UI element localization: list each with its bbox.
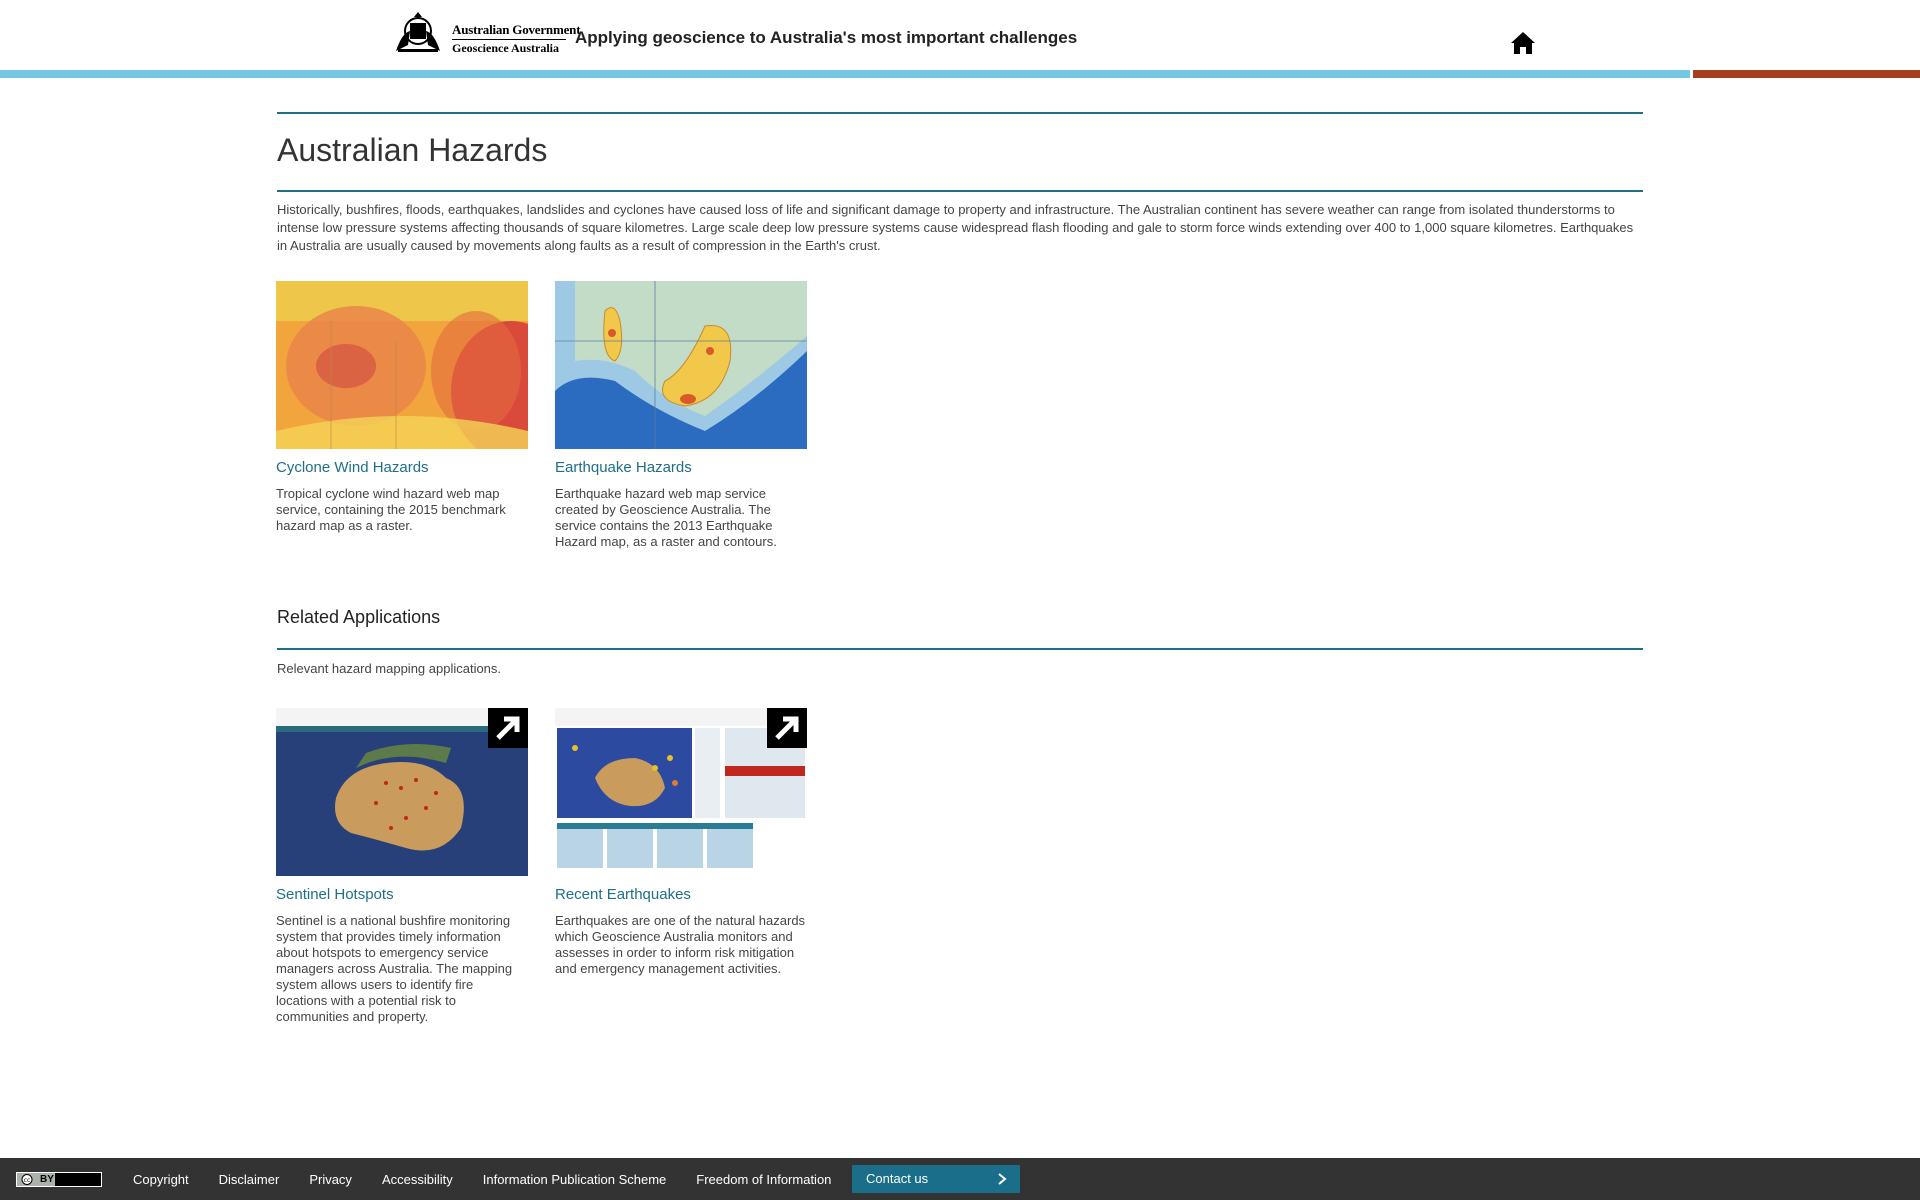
app-card-sentinel: Sentinel Hotspots Sentinel is a national…	[276, 708, 528, 1025]
related-rule	[277, 648, 1643, 650]
home-icon[interactable]	[1510, 30, 1536, 56]
earthquake-hazards-link[interactable]: Earthquake Hazards	[555, 459, 692, 476]
footer-link-ips[interactable]: Information Publication Scheme	[482, 1171, 667, 1187]
recent-earthquakes-thumbnail[interactable]	[555, 708, 807, 876]
cyclone-wind-hazards-link[interactable]: Cyclone Wind Hazards	[276, 459, 429, 476]
external-link-icon	[767, 708, 807, 748]
footer-link-foi[interactable]: Freedom of Information	[696, 1171, 832, 1187]
sentinel-hotspots-link[interactable]: Sentinel Hotspots	[276, 886, 394, 903]
related-applications-title: Related Applications	[277, 607, 441, 627]
header-stripe-rust	[1693, 70, 1920, 78]
external-link-icon	[488, 708, 528, 748]
license-label: BY	[40, 1174, 54, 1185]
gov-line1: Australian Government	[452, 22, 581, 37]
site-tagline: Applying geoscience to Australia's most …	[575, 28, 1078, 47]
title-rule-top	[277, 112, 1643, 114]
sentinel-description: Sentinel is a national bushfire monitori…	[276, 913, 513, 1024]
footer-link-copyright[interactable]: Copyright	[133, 1171, 189, 1187]
footer-link-accessibility[interactable]: Accessibility	[381, 1171, 453, 1187]
hazard-card-cyclone: Cyclone Wind Hazards Tropical cyclone wi…	[276, 281, 528, 534]
site-footer: BY cc Copyright Disclaimer Privacy Acces…	[0, 1158, 1920, 1200]
sentinel-hotspots-thumbnail[interactable]	[276, 708, 528, 876]
header-stripe-blue	[0, 70, 1690, 78]
site-header: Australian Government Geoscience Austral…	[0, 0, 1920, 70]
title-rule-bottom	[277, 190, 1643, 192]
page-title: Australian Hazards	[277, 132, 548, 168]
footer-links: Copyright Disclaimer Privacy Accessibili…	[133, 1158, 861, 1200]
intro-text: Historically, bushfires, floods, earthqu…	[277, 202, 1634, 253]
earthquake-map-thumbnail[interactable]	[555, 281, 807, 449]
earthquake-description: Earthquake hazard web map service create…	[555, 486, 777, 549]
gov-line2: Geoscience Australia	[452, 41, 559, 55]
svg-text:cc: cc	[24, 1177, 31, 1184]
recent-earthquakes-description: Earthquakes are one of the natural hazar…	[555, 913, 806, 976]
contact-us-label: Contact us	[866, 1171, 929, 1186]
chevron-right-icon	[998, 1173, 1007, 1185]
cyclone-map-thumbnail[interactable]	[276, 281, 528, 449]
creative-commons-icon[interactable]: BY cc	[16, 1172, 102, 1187]
footer-link-disclaimer[interactable]: Disclaimer	[218, 1171, 280, 1187]
hazard-card-earthquake: Earthquake Hazards Earthquake hazard web…	[555, 281, 807, 550]
recent-earthquakes-link[interactable]: Recent Earthquakes	[555, 886, 691, 903]
app-card-recent-earthquakes: Recent Earthquakes Earthquakes are one o…	[555, 708, 807, 977]
footer-link-privacy[interactable]: Privacy	[309, 1171, 352, 1187]
cyclone-description: Tropical cyclone wind hazard web map ser…	[276, 486, 506, 533]
related-subtitle: Relevant hazard mapping applications.	[277, 661, 502, 676]
cc-icon: cc	[21, 1174, 33, 1185]
agency-wordmark: Australian Government Geoscience Austral…	[452, 22, 581, 55]
coat-of-arms-logo	[396, 12, 440, 52]
contact-us-button[interactable]: Contact us	[852, 1165, 1020, 1193]
